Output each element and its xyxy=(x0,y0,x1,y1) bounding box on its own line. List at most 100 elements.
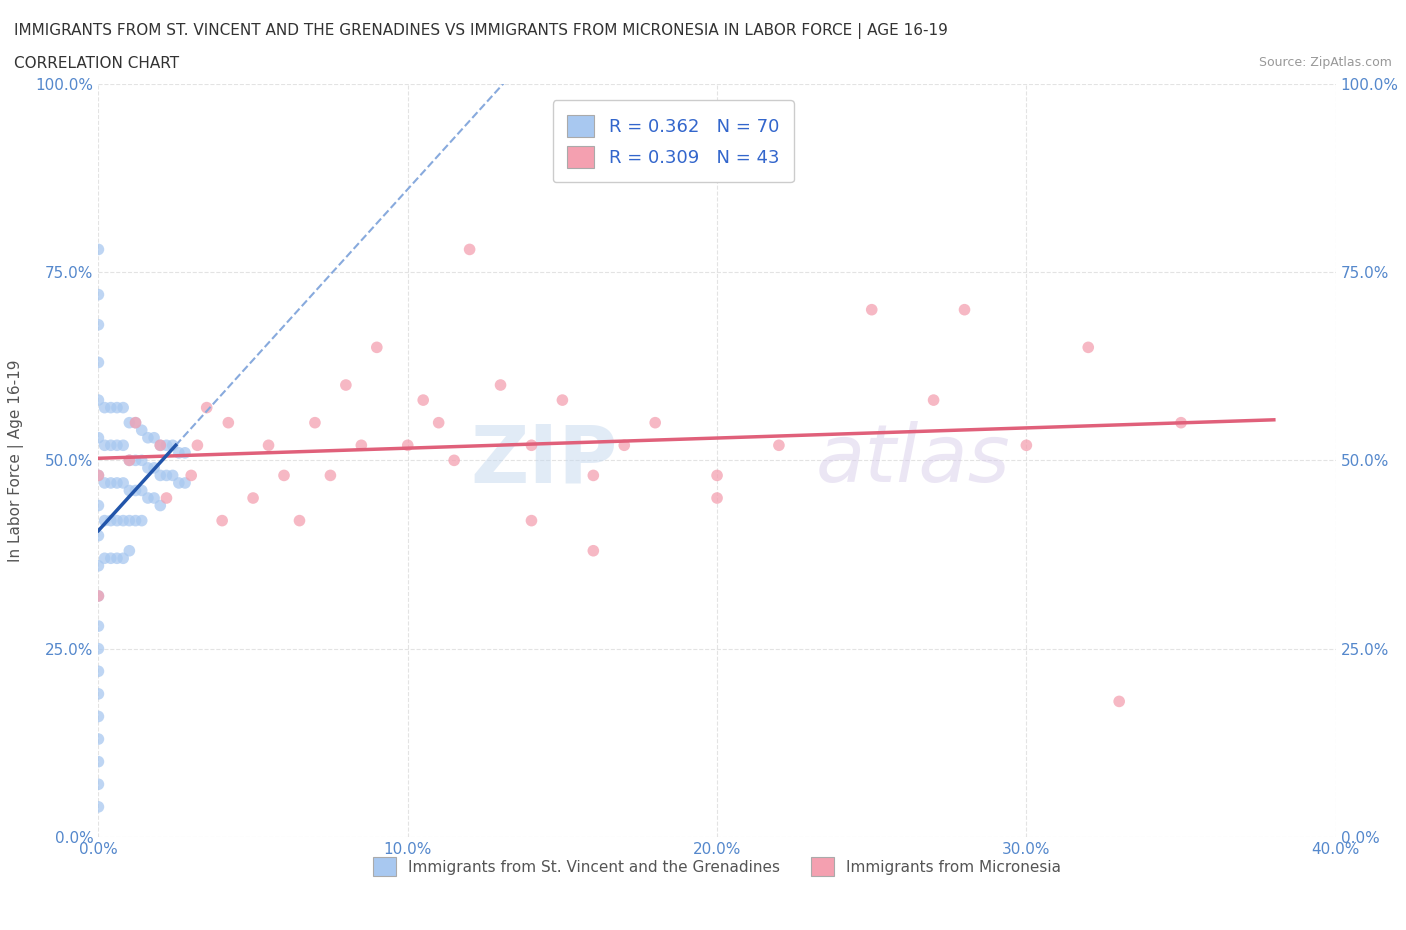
Point xyxy=(87,468,110,483)
Point xyxy=(136,431,159,445)
Point xyxy=(131,423,153,438)
Point xyxy=(551,392,574,407)
Point xyxy=(87,317,110,332)
Point xyxy=(458,242,481,257)
Point xyxy=(100,475,122,490)
Point xyxy=(112,438,135,453)
Point xyxy=(87,355,110,370)
Point xyxy=(100,551,122,565)
Point xyxy=(136,491,159,506)
Point xyxy=(143,491,166,506)
Point xyxy=(143,431,166,445)
Point xyxy=(118,513,141,528)
Point xyxy=(180,468,202,483)
Point xyxy=(118,453,141,468)
Point xyxy=(520,513,543,528)
Point xyxy=(87,686,110,701)
Point xyxy=(149,438,172,453)
Text: ZIP: ZIP xyxy=(471,421,619,499)
Point xyxy=(124,415,146,430)
Point xyxy=(195,400,218,415)
Point xyxy=(100,400,122,415)
Point xyxy=(87,392,110,407)
Point xyxy=(155,468,177,483)
Point xyxy=(582,468,605,483)
Point xyxy=(217,415,239,430)
Point xyxy=(304,415,326,430)
Point xyxy=(93,400,115,415)
Point xyxy=(273,468,295,483)
Point xyxy=(118,453,141,468)
Point xyxy=(124,453,146,468)
Point xyxy=(93,475,115,490)
Text: atlas: atlas xyxy=(815,421,1011,499)
Point xyxy=(105,513,128,528)
Point xyxy=(167,475,190,490)
Point xyxy=(87,732,110,747)
Point xyxy=(131,453,153,468)
Point xyxy=(87,589,110,604)
Point xyxy=(118,415,141,430)
Point xyxy=(87,528,110,543)
Point xyxy=(1108,694,1130,709)
Point xyxy=(87,664,110,679)
Point xyxy=(174,445,197,460)
Point xyxy=(706,468,728,483)
Point xyxy=(87,242,110,257)
Point xyxy=(953,302,976,317)
Point xyxy=(112,400,135,415)
Point xyxy=(136,460,159,475)
Point xyxy=(143,460,166,475)
Point xyxy=(1015,438,1038,453)
Point xyxy=(162,438,184,453)
Point xyxy=(149,438,172,453)
Legend: Immigrants from St. Vincent and the Grenadines, Immigrants from Micronesia: Immigrants from St. Vincent and the Gren… xyxy=(367,851,1067,882)
Point xyxy=(100,513,122,528)
Point xyxy=(131,513,153,528)
Point xyxy=(396,438,419,453)
Point xyxy=(613,438,636,453)
Point xyxy=(186,438,208,453)
Point xyxy=(93,551,115,565)
Point xyxy=(105,551,128,565)
Point xyxy=(87,498,110,513)
Point xyxy=(768,438,790,453)
Point xyxy=(242,491,264,506)
Point xyxy=(335,378,357,392)
Point xyxy=(87,777,110,791)
Point xyxy=(520,438,543,453)
Point xyxy=(149,498,172,513)
Point xyxy=(124,415,146,430)
Text: CORRELATION CHART: CORRELATION CHART xyxy=(14,56,179,71)
Point xyxy=(100,438,122,453)
Point xyxy=(155,491,177,506)
Point xyxy=(922,392,945,407)
Point xyxy=(319,468,342,483)
Point xyxy=(288,513,311,528)
Point xyxy=(350,438,373,453)
Point xyxy=(1077,340,1099,355)
Point xyxy=(112,513,135,528)
Point xyxy=(87,709,110,724)
Point xyxy=(124,483,146,498)
Text: Source: ZipAtlas.com: Source: ZipAtlas.com xyxy=(1258,56,1392,69)
Point xyxy=(124,513,146,528)
Point xyxy=(366,340,388,355)
Point xyxy=(87,642,110,657)
Point xyxy=(443,453,465,468)
Point xyxy=(149,468,172,483)
Point xyxy=(105,438,128,453)
Point xyxy=(131,483,153,498)
Y-axis label: In Labor Force | Age 16-19: In Labor Force | Age 16-19 xyxy=(8,359,24,562)
Point xyxy=(155,438,177,453)
Point xyxy=(427,415,450,430)
Point xyxy=(167,445,190,460)
Point xyxy=(162,468,184,483)
Point xyxy=(87,468,110,483)
Point xyxy=(118,483,141,498)
Point xyxy=(1170,415,1192,430)
Point xyxy=(87,558,110,573)
Point xyxy=(105,475,128,490)
Point xyxy=(257,438,280,453)
Point xyxy=(489,378,512,392)
